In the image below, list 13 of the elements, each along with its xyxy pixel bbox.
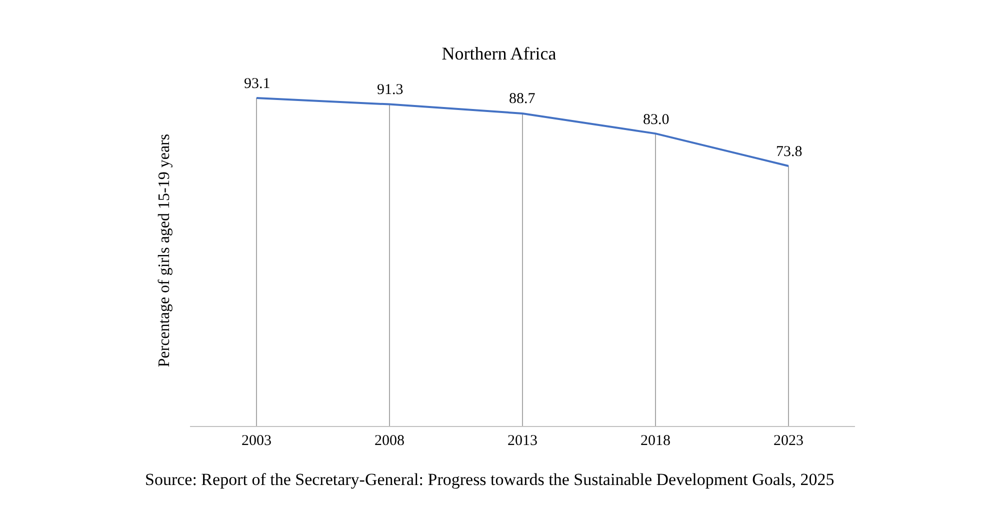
data-label: 83.0 [643, 112, 670, 128]
chart-title: Northern Africa [442, 43, 556, 64]
y-axis-title: Percentage of girls aged 15-19 years [156, 134, 173, 368]
source-note: Source: Report of the Secretary-General: Progress towards the Sustainable Development Goals, 2025 [145, 470, 834, 489]
data-label: 73.8 [776, 144, 802, 160]
x-tick-label: 2018 [640, 433, 670, 449]
data-label: 91.3 [377, 82, 404, 98]
x-tick-label: 2013 [508, 433, 538, 449]
x-tick-label: 2003 [242, 433, 272, 449]
x-tick-label: 2008 [374, 433, 404, 449]
data-label: 93.1 [244, 76, 270, 92]
data-label: 88.7 [509, 91, 536, 107]
x-tick-label: 2023 [774, 433, 804, 449]
